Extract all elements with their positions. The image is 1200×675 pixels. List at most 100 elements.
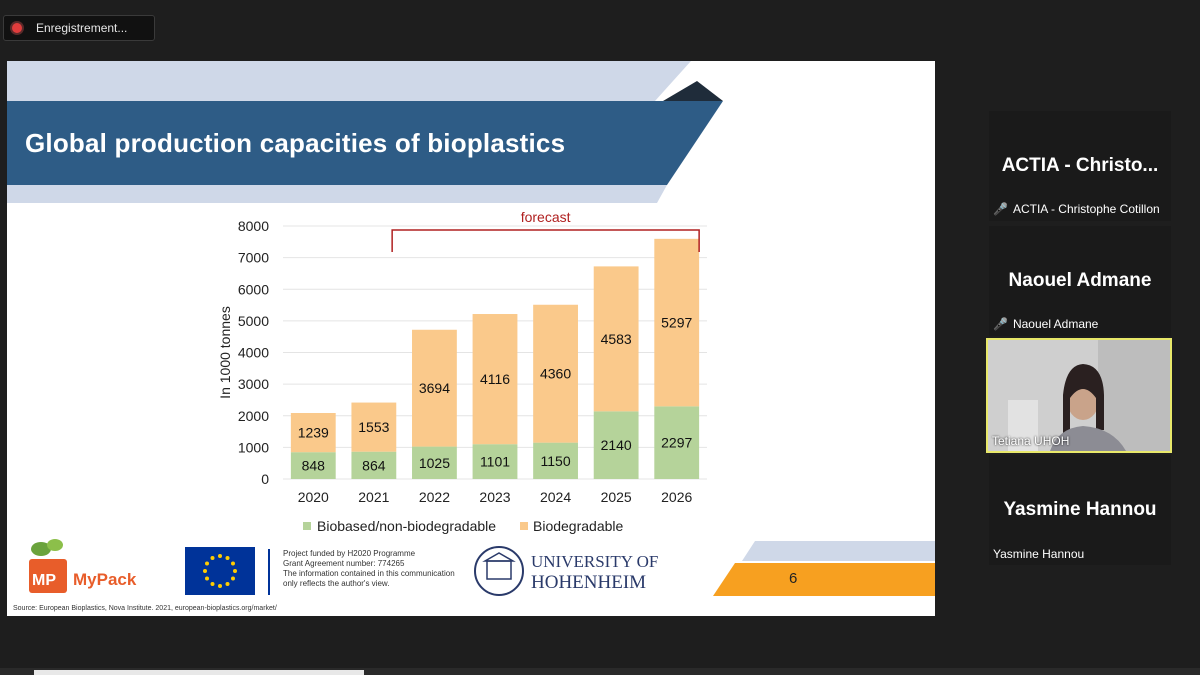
- participant-label: 🎤 ACTIA - Christophe Cotillon: [993, 202, 1160, 216]
- x-tick-label: 2020: [298, 489, 329, 505]
- bar-biodegradable: [533, 304, 578, 443]
- x-tick-label: 2022: [419, 489, 450, 505]
- y-tick-label: 8000: [238, 218, 269, 234]
- eu-star: [203, 569, 207, 573]
- funding-line: The information contained in this commun…: [283, 569, 455, 578]
- bar-biodegradable: [412, 329, 457, 447]
- bar-value-label: 4116: [480, 371, 510, 387]
- eu-star: [218, 584, 222, 588]
- record-icon: [12, 23, 22, 33]
- eu-star: [225, 581, 230, 586]
- eu-flag: [185, 547, 270, 595]
- participant-label-text: Naouel Admane: [1012, 317, 1099, 331]
- mic-muted-icon: 🎤: [993, 202, 1008, 216]
- y-tick-label: 7000: [238, 250, 269, 266]
- bar-value-label: 2297: [661, 435, 692, 451]
- bar-value-label: 1239: [298, 425, 329, 441]
- bioplastics-chart: 0 1000 2000 3000 4000 5000 6000 7000 8000 In 1000…: [217, 209, 707, 534]
- slide-title: Global production capacities of bioplast…: [25, 128, 566, 158]
- person-hair: [1063, 364, 1104, 440]
- bar-biodegradable: [290, 412, 336, 453]
- bar-value-label: 848: [302, 458, 326, 474]
- university-line-2: HOHENHEIM: [531, 572, 646, 593]
- bar-biodegradable: [593, 266, 639, 412]
- bar-value-label: 1025: [419, 455, 450, 471]
- participant-tile[interactable]: ACTIA - Christo... 🎤 ACTIA - Christophe …: [989, 111, 1171, 221]
- mic-muted-icon: 🎤: [993, 317, 1008, 331]
- bar-value-label: 4583: [601, 331, 632, 347]
- participant-label-text: ACTIA - Christophe Cotillon: [1012, 202, 1160, 216]
- title-band-tip: [663, 81, 723, 101]
- bar-biodegradable: [351, 402, 397, 452]
- eu-star: [205, 561, 210, 566]
- eu-star: [210, 556, 215, 561]
- bar-biobased: [412, 446, 457, 479]
- participant-display-name: Naouel Admane: [1008, 270, 1152, 291]
- y-tick-label: 3000: [238, 376, 269, 392]
- y-tick-label: 0: [261, 471, 269, 487]
- footer-orange-band: [713, 563, 935, 596]
- eu-star: [225, 556, 230, 561]
- bar-value-label: 5297: [661, 315, 692, 331]
- source-note: Source: European Bioplastics, Nova Insti…: [13, 605, 277, 612]
- forecast-annotation: forecast: [521, 209, 571, 225]
- lower-light-band: [7, 185, 667, 203]
- bar-biobased: [472, 444, 518, 479]
- eu-star: [218, 554, 222, 558]
- participant-tile[interactable]: Yasmine Hannou Yasmine Hannou: [989, 455, 1171, 565]
- video-feed: [988, 340, 1170, 451]
- participant-display-name: Yasmine Hannou: [1003, 499, 1157, 520]
- funding-line: Project funded by H2020 Programme: [283, 549, 416, 558]
- eu-star: [210, 581, 215, 586]
- recording-indicator[interactable]: Enregistrement...: [3, 15, 155, 41]
- bar-biobased: [351, 451, 397, 479]
- mypack-logo: MP MyPack: [29, 539, 137, 593]
- eu-star: [233, 569, 237, 573]
- legend-swatch-biodegradable: [520, 522, 528, 530]
- eu-star: [230, 576, 235, 581]
- bottom-strip: [34, 670, 364, 675]
- forecast-bracket: [391, 229, 700, 252]
- bar-biobased: [593, 411, 639, 479]
- bar-biodegradable: [472, 314, 518, 445]
- bar-value-label: 1150: [541, 453, 571, 469]
- title-band: [7, 101, 723, 185]
- mypack-logo-text: MyPack: [73, 570, 137, 589]
- x-tick-label: 2026: [661, 489, 692, 505]
- y-tick-label: 6000: [238, 281, 269, 297]
- bar-value-label: 3694: [419, 380, 450, 396]
- bar-value-label: 1101: [480, 454, 510, 470]
- x-tick-label: 2025: [601, 489, 632, 505]
- participant-video-tile[interactable]: Tetiana UHOH: [986, 338, 1172, 453]
- legend-label: Biodegradable: [533, 518, 624, 534]
- bar-value-label: 2140: [601, 437, 632, 453]
- bottom-bar: [0, 668, 1200, 675]
- legend-label: Biobased/non-biodegradable: [317, 518, 496, 534]
- funding-line: Grant Agreement number: 774265: [283, 559, 405, 568]
- y-tick-label: 1000: [238, 439, 269, 455]
- y-tick-label: 4000: [238, 345, 269, 361]
- x-tick-label: 2023: [479, 489, 510, 505]
- svg-text:MP: MP: [32, 572, 56, 589]
- participant-display-name: ACTIA - Christo...: [1001, 155, 1159, 176]
- top-light-band: [7, 61, 691, 101]
- participant-tile[interactable]: Naouel Admane 🎤 Naouel Admane: [989, 226, 1171, 336]
- funding-line: only reflects the author's view.: [283, 579, 390, 588]
- bar-biobased: [533, 442, 578, 479]
- funding-notice: Project funded by H2020 Programme Grant …: [283, 549, 483, 589]
- person-shirt: [1050, 426, 1126, 451]
- bar-value-label: 864: [362, 457, 386, 473]
- bar-value-label: 4360: [540, 366, 571, 382]
- x-tick-label: 2021: [358, 489, 389, 505]
- bar-biodegradable: [654, 238, 700, 407]
- x-tick-label: 2024: [540, 489, 571, 505]
- recording-label: Enregistrement...: [36, 21, 128, 35]
- y-tick-label: 2000: [238, 408, 269, 424]
- university-line-1: UNIVERSITY OF: [531, 552, 658, 571]
- participant-label: Tetiana UHOH: [992, 434, 1069, 448]
- footer-light-band: [742, 541, 935, 561]
- legend-swatch-biobased: [303, 522, 311, 530]
- participant-label-text: Yasmine Hannou: [993, 547, 1085, 561]
- shared-slide: Global production capacities of bioplast…: [7, 61, 935, 616]
- bar-biobased: [654, 406, 700, 479]
